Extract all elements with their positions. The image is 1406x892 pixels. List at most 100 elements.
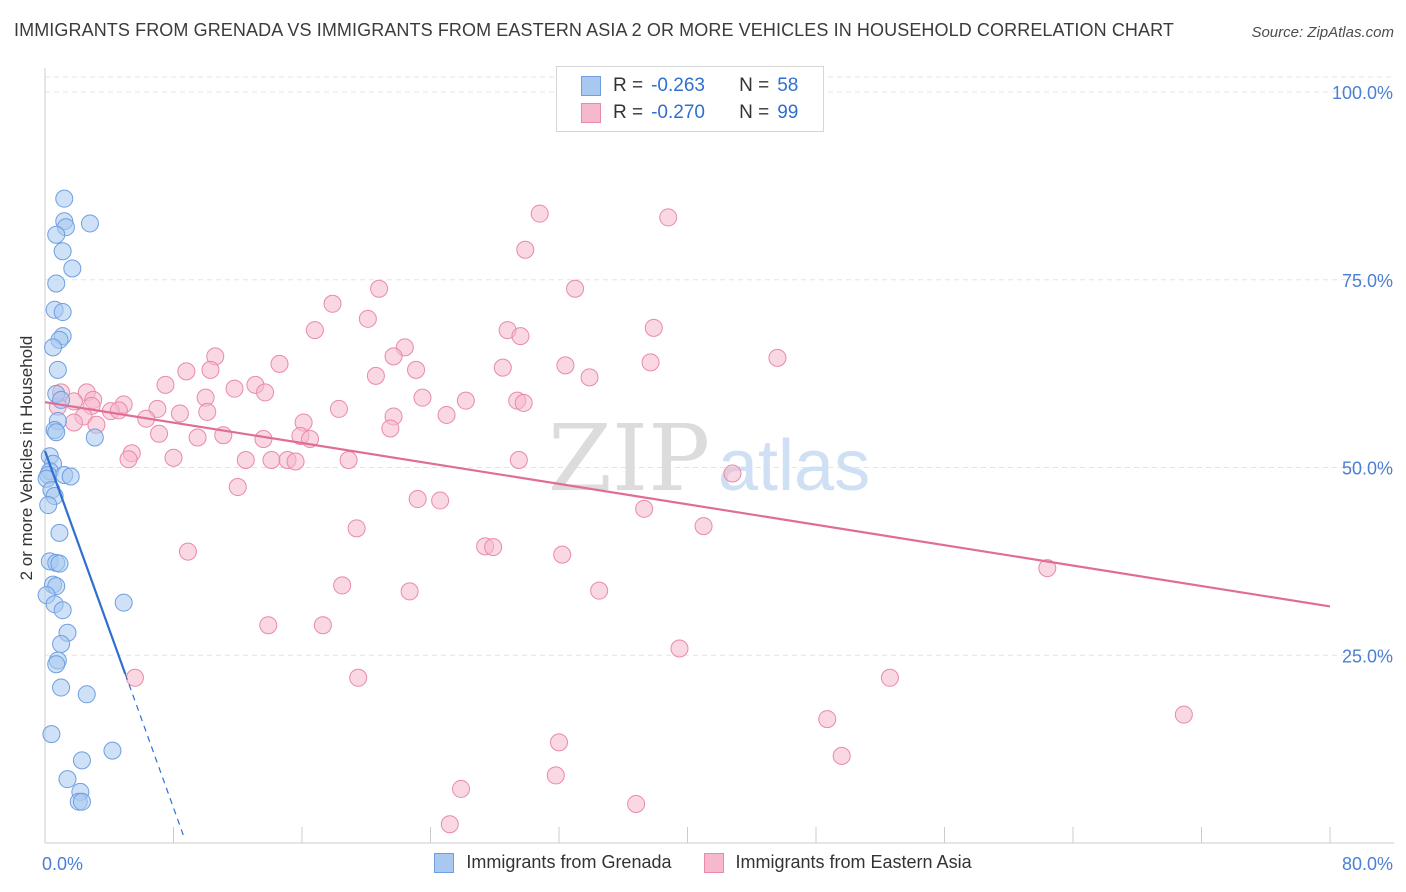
- point-eastern-asia: [408, 490, 427, 509]
- point-eastern-asia: [550, 733, 568, 752]
- point-eastern-asia: [553, 545, 572, 564]
- point-eastern-asia: [370, 279, 389, 298]
- y-tick-label: 75.0%: [1342, 271, 1393, 291]
- point-grenada: [48, 360, 67, 379]
- point-grenada: [58, 770, 77, 789]
- point-grenada: [72, 792, 91, 811]
- point-eastern-asia: [225, 379, 244, 398]
- point-eastern-asia: [818, 710, 837, 729]
- point-eastern-asia: [305, 321, 324, 340]
- point-eastern-asia: [832, 746, 851, 765]
- point-eastern-asia: [286, 452, 305, 471]
- trend-layer: [43, 401, 1331, 840]
- point-eastern-asia: [635, 499, 654, 518]
- point-eastern-asia: [546, 766, 565, 785]
- point-grenada: [61, 467, 80, 486]
- point-grenada: [47, 225, 66, 244]
- point-eastern-asia: [347, 519, 366, 538]
- legend-n-label: N =: [739, 75, 770, 96]
- legend-r-label: R =: [613, 102, 644, 123]
- point-eastern-asia: [201, 360, 220, 379]
- point-grenada: [114, 593, 133, 612]
- legend-swatch-grenada: [581, 76, 601, 96]
- point-eastern-asia: [456, 391, 475, 410]
- point-grenada: [42, 725, 61, 744]
- point-eastern-asia: [323, 294, 342, 313]
- point-grenada: [50, 554, 69, 573]
- point-eastern-asia: [400, 582, 419, 601]
- legend-n-value-eastern-asia: 99: [777, 102, 799, 123]
- point-eastern-asia: [259, 616, 278, 635]
- point-grenada: [53, 601, 72, 620]
- point-eastern-asia: [511, 327, 530, 346]
- bottom-legend-item-grenada: Immigrants from Grenada: [434, 852, 672, 873]
- trend-line-eastern-asia: [44, 401, 1331, 608]
- point-grenada: [47, 423, 66, 442]
- point-grenada: [77, 685, 96, 704]
- point-grenada: [80, 214, 99, 233]
- point-eastern-asia: [150, 424, 169, 443]
- point-eastern-asia: [236, 451, 255, 469]
- point-eastern-asia: [514, 393, 533, 412]
- point-eastern-asia: [580, 368, 599, 387]
- point-eastern-asia: [339, 451, 358, 469]
- point-eastern-asia: [768, 348, 787, 367]
- legend-r-value-grenada: -0.263: [651, 75, 705, 96]
- point-eastern-asia: [566, 279, 585, 298]
- point-grenada: [44, 338, 63, 357]
- point-grenada: [53, 303, 72, 322]
- point-eastern-asia: [366, 366, 385, 385]
- legend-n-value-grenada: 58: [777, 75, 799, 96]
- point-eastern-asia: [178, 542, 197, 561]
- point-eastern-asia: [109, 401, 128, 420]
- point-grenada: [50, 523, 69, 542]
- point-eastern-asia: [254, 429, 273, 448]
- tick-labels-layer: 25.0% 50.0% 75.0% 100.0% 0.0% 80.0%: [42, 83, 1393, 874]
- y-tick-label: 50.0%: [1342, 459, 1393, 479]
- point-eastern-asia: [313, 616, 332, 635]
- point-eastern-asia: [516, 240, 535, 259]
- point-eastern-asia: [358, 309, 377, 328]
- point-eastern-asia: [228, 478, 247, 497]
- x-tick-label: 80.0%: [1342, 854, 1393, 874]
- legend-swatch-eastern-asia: [581, 103, 601, 123]
- point-eastern-asia: [170, 404, 189, 423]
- point-grenada: [52, 678, 71, 697]
- legend-row-eastern-asia: R = -0.270 N = 99: [581, 100, 798, 126]
- point-grenada: [72, 751, 91, 770]
- point-grenada: [85, 428, 104, 447]
- point-eastern-asia: [156, 375, 175, 394]
- point-eastern-asia: [381, 419, 400, 438]
- point-grenada: [55, 189, 74, 208]
- point-eastern-asia: [530, 204, 549, 223]
- point-grenada: [52, 634, 71, 653]
- point-eastern-asia: [64, 413, 83, 432]
- point-eastern-asia: [413, 388, 432, 407]
- point-eastern-asia: [407, 360, 426, 379]
- points-layer: [37, 83, 1193, 834]
- point-grenada: [39, 496, 58, 515]
- grid-layer: [45, 76, 1394, 656]
- point-eastern-asia: [333, 576, 352, 595]
- legend-n-label: N =: [739, 102, 770, 123]
- bottom-legend-swatch-grenada: [434, 852, 455, 873]
- point-grenada: [53, 242, 72, 261]
- source-label: Source: ZipAtlas.com: [1251, 24, 1394, 41]
- point-eastern-asia: [493, 358, 512, 377]
- point-grenada: [63, 259, 82, 278]
- point-eastern-asia: [125, 668, 144, 687]
- point-eastern-asia: [431, 491, 450, 510]
- chart-title: IMMIGRANTS FROM GRENADA VS IMMIGRANTS FR…: [14, 20, 1174, 40]
- point-eastern-asia: [329, 399, 348, 418]
- watermark: ZIP atlas: [548, 405, 870, 512]
- point-eastern-asia: [556, 356, 575, 375]
- point-eastern-asia: [644, 318, 663, 337]
- legend-r-label: R =: [613, 75, 644, 96]
- point-eastern-asia: [880, 668, 899, 687]
- x-tick-label: 0.0%: [42, 854, 83, 874]
- point-grenada: [47, 655, 66, 674]
- trend-line-grenada-extension: [124, 673, 186, 840]
- trend-line-grenada: [43, 450, 127, 675]
- point-grenada: [103, 741, 122, 760]
